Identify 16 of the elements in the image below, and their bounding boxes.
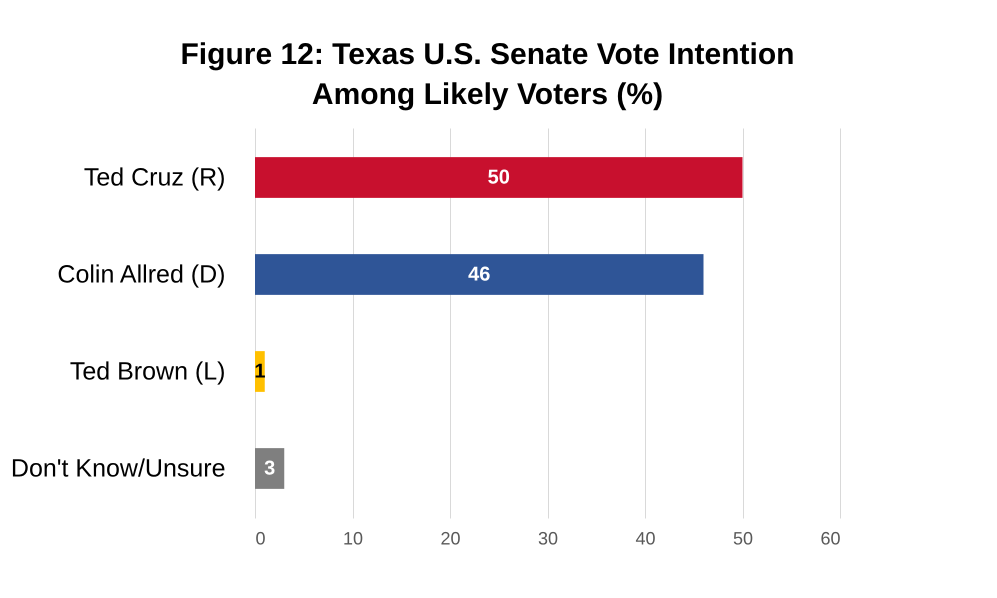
x-tick-label: 20 (440, 528, 461, 548)
data-label: 3 (264, 458, 276, 480)
y-tick-label: Don't Know/Unsure (10, 454, 226, 483)
data-label: 1 (254, 360, 266, 383)
x-tick-label: 0 (256, 528, 266, 548)
y-tick-label: Ted Brown (L) (70, 358, 226, 386)
x-tick-label: 30 (538, 528, 558, 548)
x-tick-label: 60 (820, 528, 840, 548)
x-tick-label: 40 (635, 528, 656, 548)
y-tick-label: Ted Cruz (R) (84, 163, 226, 192)
x-tick-label: 10 (342, 528, 364, 548)
y-tick-label: Colin Allred (D) (57, 260, 226, 288)
x-tick-label: 50 (732, 528, 754, 548)
chart-title: Figure 12: Texas U.S. Senate Vote Intention Among Likely Voters (%) (180, 38, 795, 111)
data-label: 50 (488, 166, 510, 188)
data-label: 46 (468, 263, 490, 286)
